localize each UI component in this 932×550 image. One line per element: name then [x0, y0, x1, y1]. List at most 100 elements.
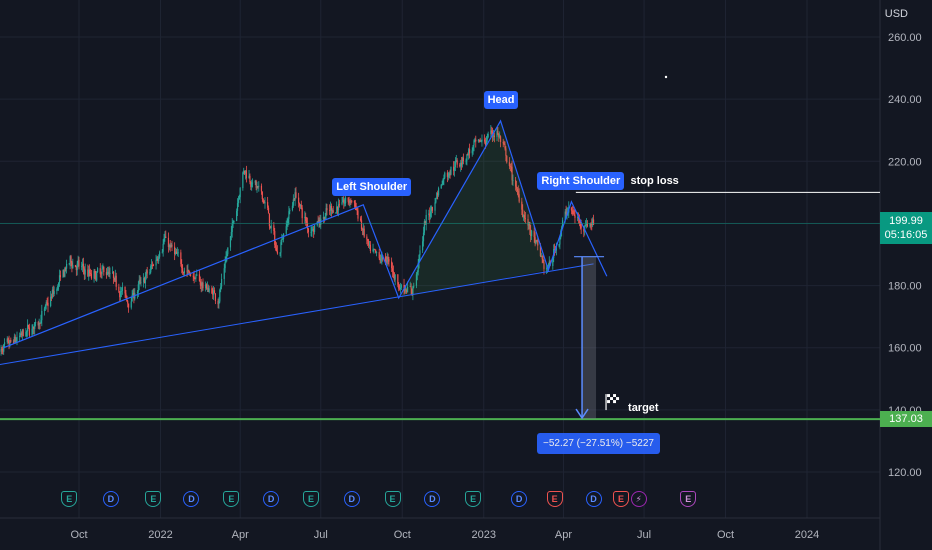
earnings-event-icon[interactable]: E	[465, 491, 482, 507]
candle-body	[291, 205, 294, 210]
candle-body	[109, 272, 111, 274]
candle-body	[14, 336, 16, 342]
candle-body	[493, 135, 495, 138]
dividend-event-icon[interactable]: D	[183, 491, 200, 507]
target-label[interactable]: target	[628, 402, 659, 415]
dividend-event-icon[interactable]: D	[343, 491, 360, 507]
candle-body	[255, 180, 257, 188]
candle-body	[409, 286, 411, 288]
dividend-event-icon[interactable]: D	[102, 491, 119, 507]
measure-range-box	[582, 256, 597, 420]
candle-body	[182, 268, 184, 273]
earnings-event-icon[interactable]: E	[613, 491, 629, 507]
head-label[interactable]: Head	[483, 90, 519, 109]
candle-body	[33, 326, 35, 329]
candle-body	[130, 301, 132, 308]
candle-body	[536, 240, 538, 242]
candle-body	[174, 246, 176, 254]
candle-body	[28, 327, 31, 336]
candle-body	[82, 263, 85, 269]
x-tick-label: 2024	[795, 529, 819, 541]
y-tick-label: 220.00	[888, 156, 922, 168]
candle-body	[542, 258, 544, 263]
candle-body	[52, 289, 54, 294]
candle-body	[360, 218, 362, 221]
candle-body	[211, 288, 213, 294]
stop-loss-label[interactable]: stop loss	[630, 175, 679, 188]
candle-body	[399, 287, 402, 290]
candle-body	[434, 202, 436, 211]
candle-body	[10, 340, 12, 342]
candle-body	[187, 269, 189, 272]
earnings-event-icon[interactable]: E	[303, 491, 320, 507]
earnings-event-icon[interactable]: E	[546, 491, 563, 507]
checkered-flag-icon	[616, 394, 620, 398]
candle-body	[268, 213, 271, 227]
candle-body	[158, 252, 161, 257]
dividend-event-icon[interactable]: D	[263, 491, 280, 507]
candle-body	[238, 197, 240, 200]
candle-body	[161, 251, 163, 253]
candle-body	[127, 303, 130, 308]
candle-body	[108, 271, 110, 274]
candle-body	[112, 271, 114, 273]
candle-body	[449, 173, 451, 175]
candle-body	[454, 161, 456, 168]
head-and-shoulders-pattern[interactable]	[3, 119, 608, 349]
candle-body	[95, 273, 97, 281]
candle-body	[552, 257, 554, 267]
candle-body	[267, 207, 270, 214]
earnings-event-icon[interactable]: E	[145, 491, 162, 507]
checkered-flag-icon	[613, 400, 617, 404]
candle-body	[176, 253, 178, 254]
candle-body	[351, 200, 353, 202]
dividend-event-icon[interactable]: D	[511, 491, 528, 507]
candle-body	[539, 245, 542, 257]
candle-body	[163, 238, 165, 244]
candle-body	[440, 184, 442, 189]
candle-body	[591, 224, 593, 226]
candle-body	[188, 269, 190, 272]
earnings-event-icon[interactable]: E	[680, 491, 697, 507]
neckline[interactable]	[0, 263, 594, 370]
candle-body	[207, 287, 209, 292]
candle-body	[245, 170, 247, 179]
candle-body	[499, 136, 501, 138]
candle-body	[330, 206, 333, 211]
candle-body	[26, 331, 28, 333]
candle-body	[474, 139, 476, 141]
candle-body	[125, 293, 127, 296]
news-flash-icon[interactable]: ⚡	[630, 491, 647, 507]
candle-body	[46, 302, 48, 304]
candle-body	[202, 282, 204, 289]
candle-body	[397, 274, 399, 285]
candle-body	[565, 211, 567, 215]
candle-body	[262, 199, 264, 201]
candle-body	[379, 258, 381, 261]
candle-body	[499, 136, 502, 142]
candle-body	[306, 222, 309, 229]
candle-body	[75, 267, 77, 271]
candle-body	[208, 288, 210, 292]
candle-body	[229, 236, 232, 248]
candle-body	[381, 255, 383, 260]
right-shoulder-label[interactable]: Right Shoulder	[537, 171, 625, 190]
earnings-event-icon[interactable]: E	[223, 491, 240, 507]
earnings-event-icon[interactable]: E	[61, 491, 78, 507]
candle-body	[236, 210, 238, 222]
candle-body	[167, 237, 170, 248]
candle-body	[547, 266, 549, 268]
dividend-event-icon[interactable]: D	[585, 491, 602, 507]
candle-body	[577, 216, 579, 218]
earnings-event-icon[interactable]: E	[384, 491, 401, 507]
dividend-event-icon[interactable]: D	[424, 491, 441, 507]
candle-body	[220, 286, 222, 290]
left-shoulder-label[interactable]: Left Shoulder	[332, 177, 412, 196]
candle-body	[81, 263, 84, 266]
candle-body	[322, 217, 325, 219]
candle-body	[574, 215, 576, 218]
price-range-measure-label[interactable]: −52.27 (−27.51%) −5227	[537, 433, 660, 455]
candle-body	[477, 139, 480, 142]
